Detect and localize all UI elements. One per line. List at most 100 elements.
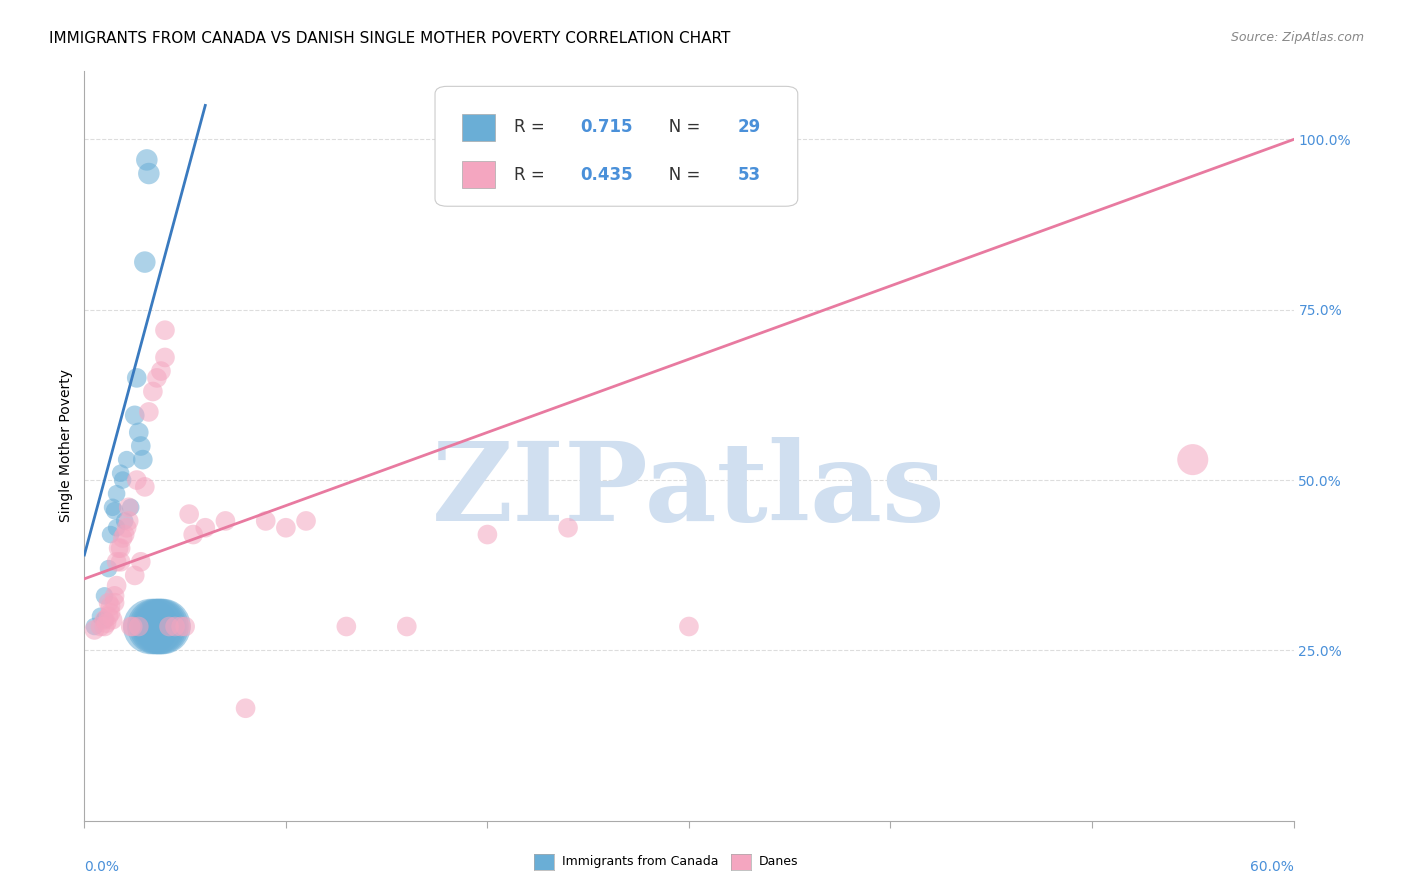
Point <box>214 514 236 528</box>
Text: 0.435: 0.435 <box>581 166 633 184</box>
Point <box>89 619 111 633</box>
Text: ZIPatlas: ZIPatlas <box>432 437 946 544</box>
Bar <box>461 114 495 141</box>
Text: Danes: Danes <box>759 855 799 868</box>
Point <box>138 405 160 419</box>
Point <box>153 351 176 365</box>
Point <box>235 701 257 715</box>
Point <box>100 527 122 541</box>
Point <box>110 555 132 569</box>
Point <box>174 619 197 633</box>
Point <box>120 500 142 515</box>
Point <box>125 473 148 487</box>
Point <box>110 467 132 481</box>
Point <box>83 623 105 637</box>
Point <box>104 596 127 610</box>
Point <box>274 521 297 535</box>
Point <box>146 619 169 633</box>
Point <box>1181 452 1204 467</box>
Point <box>105 555 128 569</box>
Bar <box>461 161 495 188</box>
Point <box>93 589 115 603</box>
Point <box>395 619 418 633</box>
Point <box>114 514 136 528</box>
Point <box>104 589 127 603</box>
Text: R =: R = <box>513 119 550 136</box>
Point <box>83 619 105 633</box>
Point <box>114 527 136 541</box>
Point <box>128 619 150 633</box>
Point <box>115 521 138 535</box>
Point <box>142 384 165 399</box>
Text: IMMIGRANTS FROM CANADA VS DANISH SINGLE MOTHER POVERTY CORRELATION CHART: IMMIGRANTS FROM CANADA VS DANISH SINGLE … <box>49 31 731 46</box>
FancyBboxPatch shape <box>434 87 797 206</box>
Point <box>120 619 142 633</box>
Point <box>335 619 357 633</box>
Point <box>557 521 579 535</box>
Point <box>165 619 187 633</box>
Point <box>295 514 318 528</box>
Point <box>93 613 115 627</box>
Text: 60.0%: 60.0% <box>1250 860 1294 873</box>
Point <box>139 619 162 633</box>
Point <box>170 619 193 633</box>
Text: N =: N = <box>652 119 706 136</box>
Point <box>132 452 155 467</box>
Point <box>93 619 115 633</box>
Point <box>111 473 134 487</box>
Point <box>194 521 217 535</box>
Point <box>97 609 120 624</box>
Point <box>105 579 128 593</box>
Text: 0.715: 0.715 <box>581 119 633 136</box>
Point <box>89 609 111 624</box>
Point <box>101 500 124 515</box>
Text: N =: N = <box>652 166 706 184</box>
Point <box>118 514 141 528</box>
Point <box>678 619 700 633</box>
Point <box>179 507 201 521</box>
Point <box>152 619 174 633</box>
Point <box>115 452 138 467</box>
Point <box>107 541 129 556</box>
Text: R =: R = <box>513 166 550 184</box>
Text: 53: 53 <box>737 166 761 184</box>
Point <box>153 323 176 337</box>
Text: Immigrants from Canada: Immigrants from Canada <box>562 855 718 868</box>
Point <box>105 486 128 500</box>
Point <box>134 480 156 494</box>
Point <box>148 619 170 633</box>
Point <box>254 514 277 528</box>
Point <box>97 596 120 610</box>
Point <box>101 613 124 627</box>
Point <box>129 555 152 569</box>
Point <box>129 439 152 453</box>
Point <box>111 531 134 545</box>
Point <box>96 616 118 631</box>
Point <box>125 371 148 385</box>
Point <box>477 527 499 541</box>
Point <box>149 619 172 633</box>
Point <box>134 255 156 269</box>
Y-axis label: Single Mother Poverty: Single Mother Poverty <box>59 369 73 523</box>
Point <box>128 425 150 440</box>
Text: 29: 29 <box>737 119 761 136</box>
Point <box>100 599 122 613</box>
Point <box>93 613 115 627</box>
Point <box>149 364 172 378</box>
Point <box>105 521 128 535</box>
Text: 0.0%: 0.0% <box>84 860 120 873</box>
Point <box>181 527 204 541</box>
Point <box>104 504 127 518</box>
Point <box>121 619 143 633</box>
Point <box>124 409 146 423</box>
Point <box>157 619 180 633</box>
Text: Source: ZipAtlas.com: Source: ZipAtlas.com <box>1230 31 1364 45</box>
Point <box>146 371 169 385</box>
Point <box>135 153 157 167</box>
Point <box>138 167 160 181</box>
Point <box>118 500 141 515</box>
Point <box>100 606 122 620</box>
Point <box>143 619 166 633</box>
Point <box>124 568 146 582</box>
Point <box>97 561 120 575</box>
